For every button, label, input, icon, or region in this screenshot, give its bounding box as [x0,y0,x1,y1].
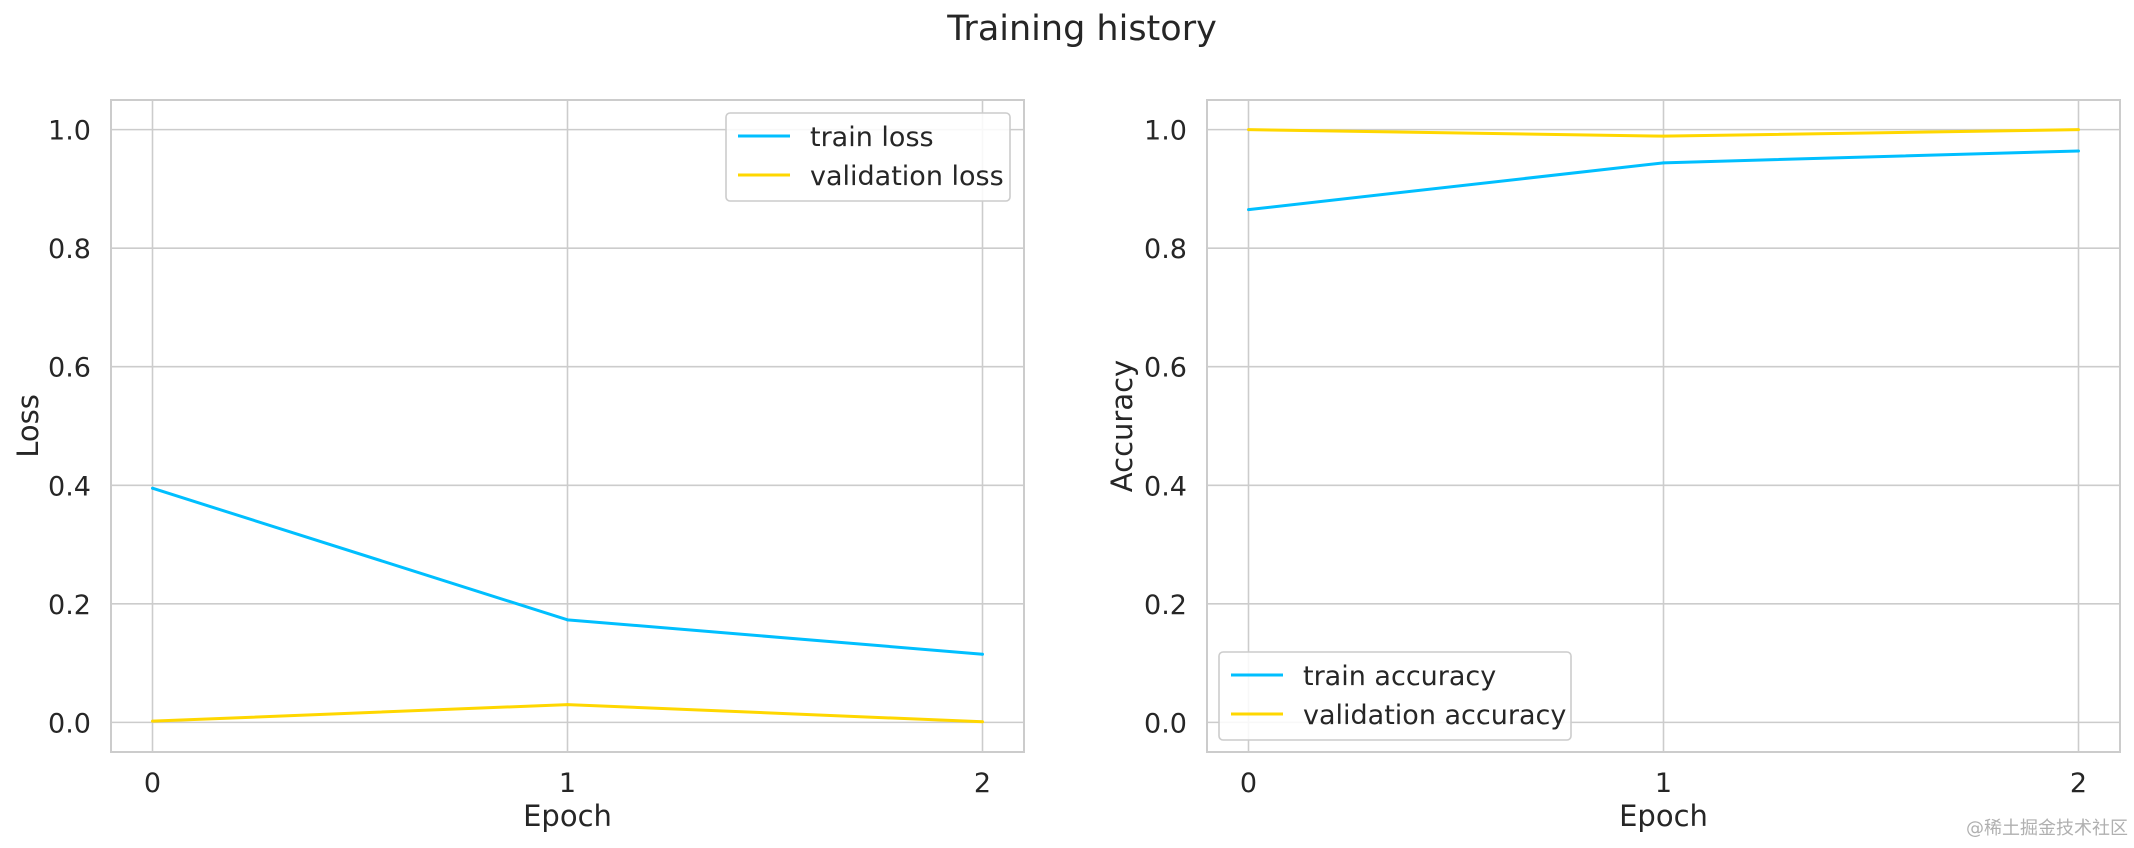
data-point [1662,161,1665,165]
y-tick-label: 0.6 [1144,353,1187,384]
y-axis-label: Loss [11,394,45,458]
y-tick-label: 0.8 [1144,234,1187,265]
accuracy-plot: 0.0 0.2 0.4 0.6 0.8 1.0 0 1 2 Epoch Accuracy train … [1105,99,2121,833]
x-tick-label: 0 [1240,768,1257,799]
data-point [981,720,984,724]
watermark-text: @稀土掘金技术社区 [1966,818,2128,839]
y-tick-label: 0.0 [48,708,91,739]
figure-title: Training history [946,9,1217,49]
plot-frame [110,99,1025,753]
x-axis-label: Epoch [523,799,612,833]
plot-frame [1206,99,2121,753]
data-point [2077,149,2080,153]
y-tick-label: 0.6 [48,353,91,384]
data-point [1247,208,1250,212]
data-point [981,652,984,656]
legend-label: train loss [810,122,934,153]
y-axis-label: Accuracy [1105,360,1139,492]
x-tick-label: 0 [144,768,161,799]
legend-box [725,112,1011,202]
x-tick-label: 1 [1655,768,1672,799]
legend: train loss validation loss [725,112,1011,202]
y-tick-label: 0.2 [1144,590,1187,621]
y-tick-label: 0.4 [1144,471,1187,502]
data-point [151,719,154,723]
x-tick-label: 2 [974,768,991,799]
data-point [151,486,154,490]
data-point [1247,128,1250,132]
y-tick-label: 0.0 [1144,708,1187,739]
data-point [566,618,569,622]
y-tick-label: 0.2 [48,590,91,621]
x-tick-label: 1 [559,768,576,799]
data-point [2077,128,2080,132]
legend-label: validation loss [810,161,1004,192]
legend-box [1218,651,1572,741]
legend-label: train accuracy [1303,661,1496,692]
y-tick-label: 1.0 [48,116,91,147]
x-axis-label: Epoch [1619,799,1708,833]
y-tick-label: 0.8 [48,234,91,265]
legend: train accuracy validation accuracy [1218,651,1572,741]
x-tick-label: 2 [2070,768,2087,799]
legend-label: validation accuracy [1303,700,1566,731]
data-point [566,703,569,707]
y-tick-label: 1.0 [1144,116,1187,147]
loss-plot: 0.0 0.2 0.4 0.6 0.8 1.0 0 1 2 Epoch Loss train loss… [11,99,1025,833]
data-point [1662,134,1665,138]
y-tick-label: 0.4 [48,471,91,502]
